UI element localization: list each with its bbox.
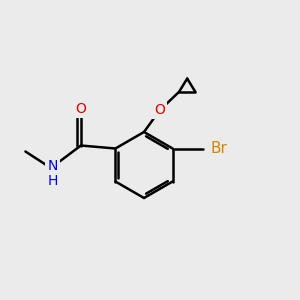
Text: H: H [47, 174, 58, 188]
Text: O: O [76, 101, 86, 116]
Text: O: O [154, 103, 165, 117]
Text: Br: Br [210, 141, 227, 156]
Text: N: N [47, 159, 58, 172]
